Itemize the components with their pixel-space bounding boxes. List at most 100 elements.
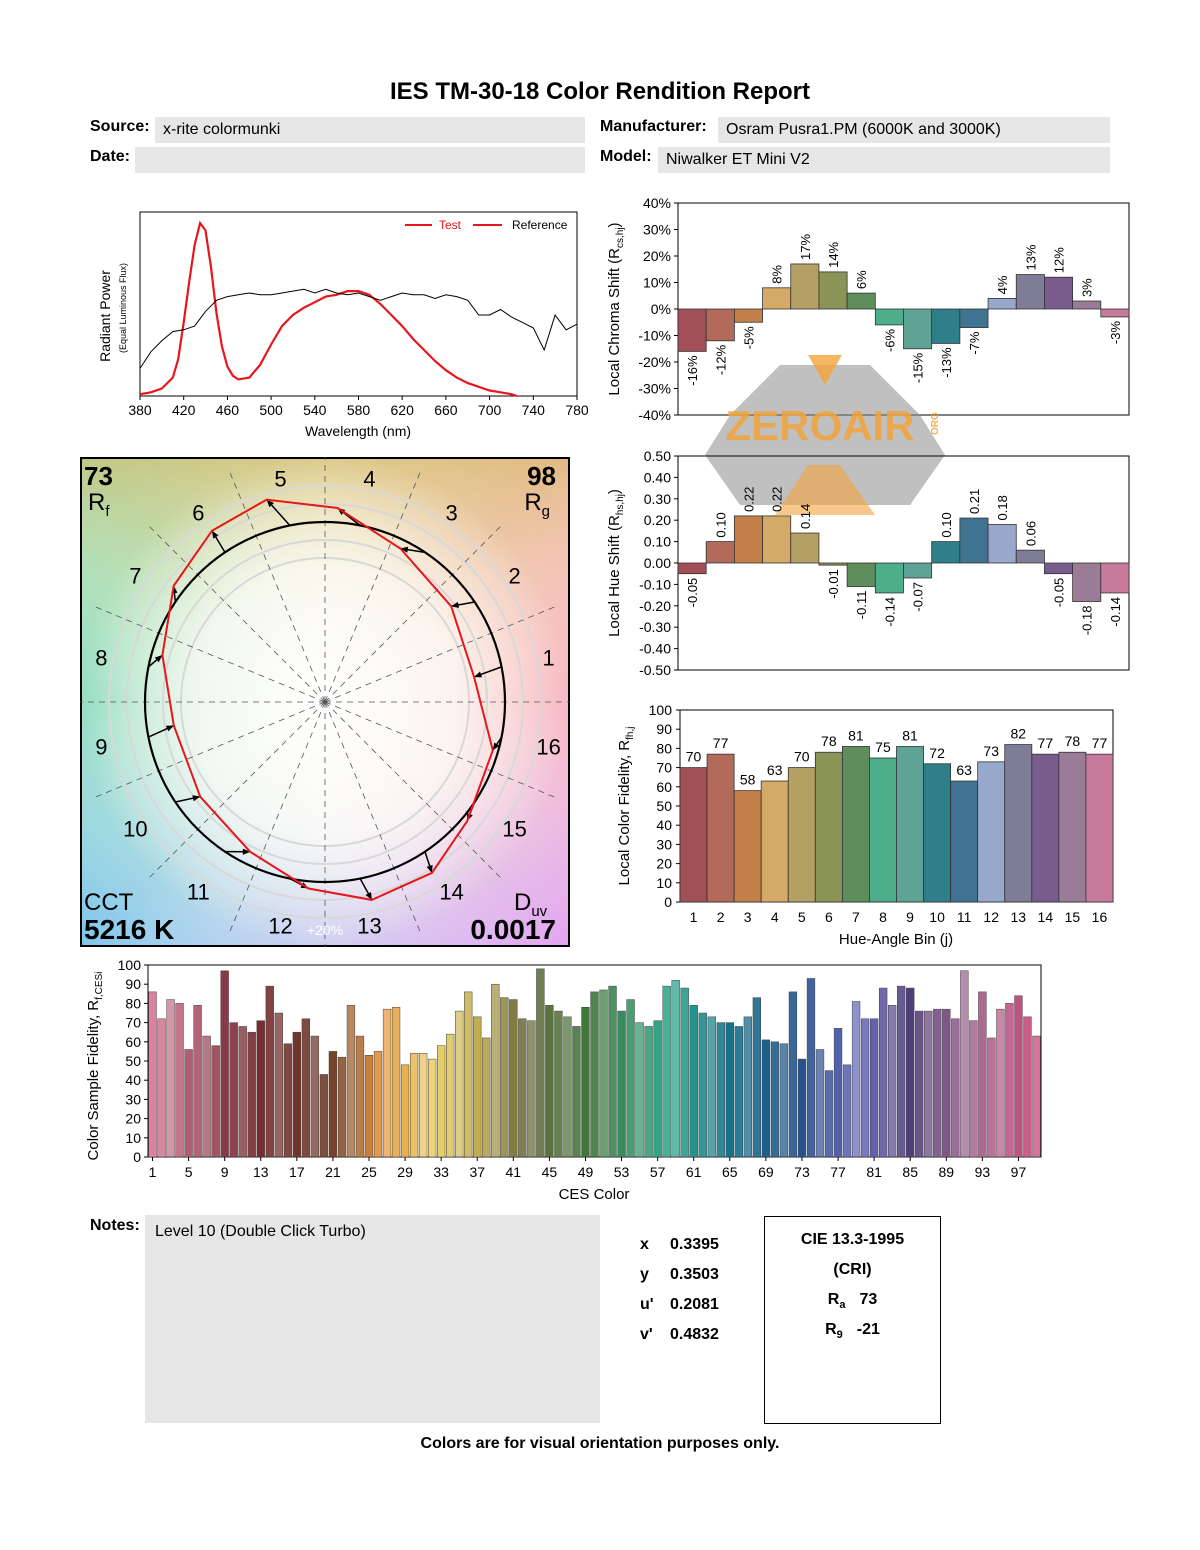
ces-bar-97: [1014, 995, 1023, 1158]
bin-label-3: 3: [446, 500, 458, 525]
ytick-label: 20: [125, 1111, 141, 1127]
bar-bin-5: [790, 263, 820, 310]
ces-bar-65: [725, 1022, 734, 1158]
bar-bin-15: [1072, 562, 1102, 602]
ces-bar-92: [969, 1020, 978, 1158]
ces-xtick-label: 73: [794, 1164, 810, 1180]
bar-label-1: -16%: [685, 355, 700, 386]
rf-value: 73: [84, 461, 113, 491]
ces-bar-50: [590, 991, 599, 1158]
bin-label-2: 2: [508, 563, 520, 588]
ces-bar-57: [653, 1020, 662, 1158]
ces-xtick-label: 57: [650, 1164, 666, 1180]
ces-xtick-label: 21: [325, 1164, 341, 1180]
fidelity-bar-14: [1031, 753, 1060, 903]
ytick-label: 40: [125, 1072, 141, 1088]
spectrum-xtick-label: 500: [259, 402, 283, 418]
ces-bar-13: [256, 1020, 265, 1158]
svg-text:Local Hue Shift (Rhs,hj): Local Hue Shift (Rhs,hj): [606, 489, 626, 637]
ces-bar-36: [464, 991, 473, 1158]
bin-label-11: 11: [187, 880, 210, 905]
ces-bar-4: [175, 1003, 184, 1158]
bar-label-5: 17%: [798, 233, 813, 259]
bar-label-12: 0.18: [995, 495, 1010, 520]
ces-bar-47: [563, 1016, 572, 1158]
arrow-head-3: [400, 546, 409, 553]
ces-bar-9: [220, 970, 229, 1158]
bar-bin-3: [733, 515, 763, 564]
ces-xtick-label: 69: [758, 1164, 774, 1180]
chroma-ylabel: Local Chroma Shift (R: [606, 248, 623, 396]
ces-bar-22: [337, 1056, 347, 1158]
ces-bar-20: [319, 1074, 329, 1158]
bar-label-8: -6%: [882, 328, 897, 352]
svg-text:Color Sample Fidelity, Rf,CESi: Color Sample Fidelity, Rf,CESi: [85, 972, 105, 1161]
fidelity-bin-label: 8: [879, 909, 887, 925]
bin-label-8: 8: [95, 646, 107, 671]
bin-label-10: 10: [123, 817, 147, 842]
spectrum-line-0: [139, 220, 518, 398]
ces-xlabel: CES Color: [559, 1186, 630, 1203]
arrow-head-1: [474, 671, 483, 678]
ces-xtick-label: 1: [149, 1164, 157, 1180]
notes-label: Notes:: [90, 1217, 140, 1234]
bar-bin-10: [931, 308, 961, 344]
ces-bar-29: [400, 1064, 410, 1158]
ces-bar-88: [933, 1008, 942, 1158]
arrow-head-14: [426, 864, 433, 873]
bin-label-15: 15: [502, 817, 526, 842]
bar-label-3: 0.22: [741, 487, 756, 512]
bar-bin-2: [705, 541, 735, 564]
ytick-label: 60: [125, 1034, 141, 1050]
ces-xtick-label: 97: [1011, 1164, 1027, 1180]
cri-line2: (CRI): [833, 1261, 872, 1278]
ces-bar-59: [671, 980, 680, 1158]
bar-label-3: -5%: [741, 326, 756, 350]
notes-box: Level 10 (Double Click Turbo): [145, 1215, 600, 1423]
bin-divider: [147, 701, 326, 880]
fidelity-bin-label: 6: [825, 909, 833, 925]
ces-bar-32: [427, 1058, 437, 1158]
spectrum-xtick-label: 700: [478, 402, 502, 418]
bar-bin-7: [846, 292, 876, 310]
bar-bin-5: [790, 532, 820, 564]
ces-bar-33: [436, 1045, 446, 1158]
fidelity-bar-8: [869, 757, 897, 903]
u-value: 0.2081: [670, 1296, 719, 1313]
r9-value: -21: [856, 1321, 880, 1338]
bar-bin-1: [677, 308, 707, 352]
bin-divider: [324, 524, 503, 703]
ces-xtick-label: 25: [361, 1164, 377, 1180]
spectrum-xtick-label: 580: [347, 402, 371, 418]
bar-bin-8: [874, 562, 904, 594]
bar-label-16: -3%: [1108, 321, 1123, 345]
ces-xtick-label: 77: [830, 1164, 846, 1180]
bar-bin-4: [762, 287, 792, 310]
bin-label-5: 5: [274, 466, 286, 491]
bin-divider: [324, 605, 557, 703]
bar-bin-11: [959, 517, 989, 564]
ytick-label: 0.00: [644, 555, 671, 571]
ces-bar-41: [509, 999, 518, 1158]
bin-label-1: 1: [542, 646, 554, 671]
reference-circle: [143, 520, 507, 884]
ces-bar-26: [373, 1051, 383, 1158]
ces-bar-98: [1023, 1016, 1032, 1158]
ces-bar-24: [355, 1035, 365, 1158]
fidelity-value-11: 63: [956, 762, 972, 778]
ces-bar-43: [527, 1020, 536, 1158]
ces-bar-78: [842, 1064, 852, 1158]
bar-label-10: -13%: [939, 347, 954, 378]
ytick-label: 50: [656, 798, 672, 814]
ytick-label: 30%: [643, 222, 671, 238]
ces-bar-6: [193, 1005, 202, 1158]
ytick-label: 70: [656, 760, 672, 776]
ring-label: +20%: [307, 922, 343, 938]
manufacturer-field: Osram Pusra1.PM (6000K and 3000K): [718, 117, 1110, 143]
bar-label-15: 3%: [1080, 278, 1095, 297]
ytick-label: 20: [656, 856, 672, 872]
ces-bar-38: [482, 1037, 491, 1158]
grid-ring: [108, 485, 542, 919]
bar-label-14: 12%: [1052, 247, 1067, 273]
